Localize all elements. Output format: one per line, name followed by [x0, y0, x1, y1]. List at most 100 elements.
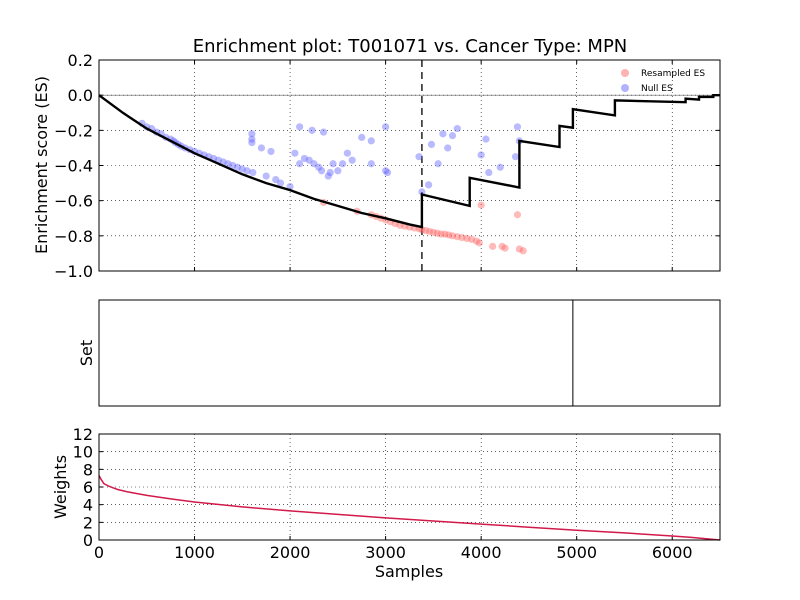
null-es-point [382, 123, 390, 131]
null-es-point [296, 160, 304, 168]
null-es-point [485, 168, 493, 177]
null-es-point [367, 160, 375, 168]
legend: Resampled ES Null ES [621, 69, 705, 94]
resampled-es-point [448, 232, 457, 240]
es-ytick-label: 0.2 [68, 51, 93, 70]
weights-xtick-label: 1000 [174, 543, 215, 562]
es-ytick-label: −0.2 [54, 121, 93, 140]
resampled-es-point [468, 235, 476, 243]
null-es-point [418, 188, 426, 196]
null-es-point [272, 175, 280, 184]
null-es-point [315, 163, 323, 171]
es-ytick-label: −1.0 [54, 262, 93, 281]
null-es-point [348, 156, 356, 164]
null-es-point [326, 168, 334, 177]
null-es-point [248, 130, 256, 138]
null-es-point [425, 181, 433, 189]
weights-ytick-label: 10 [73, 443, 93, 462]
resampled-es-point [429, 228, 437, 236]
chart-title: Enrichment plot: T001071 vs. Cancer Type… [193, 36, 628, 57]
resampled-es-point [489, 242, 497, 250]
resampled-es-point [515, 245, 523, 253]
null-es-point [248, 135, 256, 143]
resampled-es-point [475, 239, 483, 247]
weights-ytick-label: 0 [83, 531, 93, 550]
weights-ytick-label: 8 [83, 460, 93, 479]
es-curve [98, 94, 720, 229]
null-es-point [358, 133, 366, 141]
resampled-es-point [519, 247, 527, 255]
resampled-es-point [422, 226, 430, 235]
resampled-es-point [477, 201, 485, 209]
es-ytick-label: −0.4 [54, 157, 93, 176]
weights-xtick-label: 5000 [556, 543, 597, 562]
weights-xtick-label: 3000 [365, 543, 406, 562]
es-ytick-label: 0.0 [68, 86, 93, 105]
weights-ylabel: Weights [51, 455, 70, 519]
null-es-point [300, 154, 309, 163]
set-ylabel: Set [77, 340, 96, 366]
weights-grid [98, 433, 720, 541]
resampled-es-point [463, 234, 471, 243]
null-es-point [318, 167, 326, 175]
weights-ytick-label: 12 [73, 425, 93, 444]
resampled-es-point [458, 233, 466, 242]
null-es-point [382, 167, 390, 175]
es-ticks: 0.2 0.0 −0.2 −0.4 −0.6 −0.8 −1.0 [54, 51, 720, 281]
null-es-point [305, 156, 313, 164]
es-ylabel: Enrichment score (ES) [32, 76, 51, 254]
null-es-point [229, 161, 237, 170]
es-ytick-label: −0.8 [54, 227, 93, 246]
es-grid [98, 59, 720, 272]
null-es-point [267, 147, 275, 156]
null-es-point [453, 124, 461, 133]
resampled-es-point [441, 230, 449, 238]
null-es-point [343, 149, 351, 157]
resampled-es-point [433, 229, 441, 237]
null-es-point [248, 139, 256, 147]
null-es-point [238, 165, 246, 173]
null-es-point [310, 160, 318, 168]
weights-xtick-label: 0 [94, 543, 104, 562]
resampled-es-point [498, 242, 506, 250]
legend-marker-null [621, 84, 629, 92]
null-es-point [427, 140, 436, 148]
null-es-point [444, 144, 452, 152]
resampled-es-point [472, 237, 480, 245]
null-es-point [434, 160, 442, 168]
null-es-point [448, 132, 457, 140]
null-es-point [439, 130, 447, 138]
null-es-point [339, 160, 347, 168]
null-es-point [334, 167, 342, 175]
resampled-es-point [418, 226, 426, 234]
null-es-point [324, 172, 332, 180]
resampled-es-point [425, 227, 434, 236]
legend-label-null: Null ES [641, 84, 673, 94]
weights-ytick-label: 4 [83, 496, 93, 515]
null-es-point [296, 123, 304, 131]
set-panel: Set [77, 299, 721, 407]
null-es-point [257, 144, 266, 152]
weights-xtick-label: 6000 [652, 543, 693, 562]
set-frame [98, 299, 721, 407]
null-es-point [513, 123, 522, 131]
null-es-point [367, 137, 375, 145]
null-es-point [319, 128, 328, 136]
es-panel: 0.2 0.0 −0.2 −0.4 −0.6 −0.8 −1.0 Enrichment sc… [32, 51, 721, 281]
null-es-points [138, 119, 523, 196]
null-es-point [477, 151, 485, 159]
null-es-point [276, 179, 285, 187]
resampled-es-point [453, 233, 461, 241]
weights-ytick-label: 6 [83, 478, 93, 497]
null-es-point [291, 149, 299, 157]
null-es-point [243, 167, 251, 175]
null-es-point [383, 168, 392, 177]
legend-marker-resampled [621, 69, 629, 77]
null-es-point [329, 160, 337, 168]
weights-xtick-label: 2000 [270, 543, 311, 562]
null-es-point [482, 135, 490, 143]
